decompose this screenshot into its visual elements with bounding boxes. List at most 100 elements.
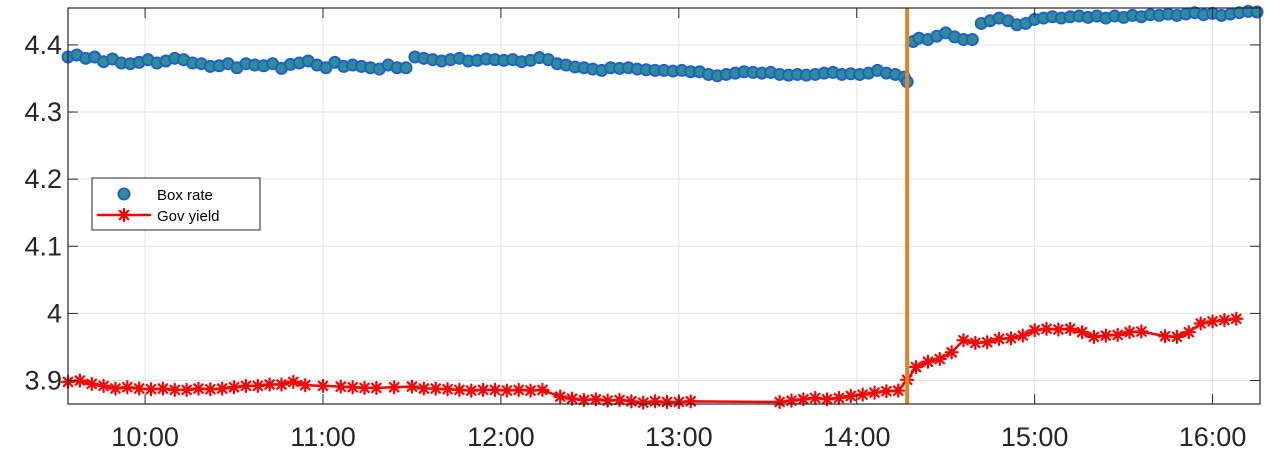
gov-yield-point xyxy=(564,391,580,406)
gov-yield-point xyxy=(1134,324,1149,339)
gov-yield-point xyxy=(1181,325,1196,340)
series-box-rate xyxy=(61,4,1264,89)
y-tick-label: 4.3 xyxy=(24,97,62,127)
x-tick-label: 10:00 xyxy=(111,422,179,452)
y-tick-label: 4 xyxy=(47,298,62,328)
gov-yield-point xyxy=(831,390,847,406)
gov-yield-point xyxy=(980,335,995,350)
gov-yield-point xyxy=(315,378,331,393)
legend-marker-box-rate xyxy=(117,187,131,201)
gov-yield-point xyxy=(819,392,835,407)
gov-yield-point xyxy=(648,394,663,409)
gov-yield-point xyxy=(1074,325,1090,340)
gov-yield-point xyxy=(345,380,360,395)
gov-yield-point xyxy=(855,387,870,402)
gov-yield-point xyxy=(167,382,182,398)
box-rate-point xyxy=(399,61,413,75)
gov-yield-point xyxy=(867,385,882,400)
gov-yield-point xyxy=(333,379,348,394)
gov-yield-point xyxy=(636,395,651,410)
gov-yield-point xyxy=(250,378,265,393)
gov-yield-point xyxy=(1063,321,1078,336)
gov-yield-point xyxy=(96,378,111,393)
gov-yield-point xyxy=(286,374,301,389)
x-tick-label: 15:00 xyxy=(1001,422,1069,452)
gov-yield-point xyxy=(968,335,983,351)
gov-yield-point xyxy=(428,381,443,396)
gov-yield-point xyxy=(1193,316,1208,331)
gov-yield-point xyxy=(143,382,159,397)
legend-box xyxy=(91,177,261,231)
gov-yield-point xyxy=(387,380,402,395)
legend: Box rate Gov yield xyxy=(91,177,261,231)
gov-yield-point xyxy=(487,382,503,398)
gov-yield-point xyxy=(179,382,194,398)
gov-yield-point xyxy=(624,394,639,409)
gov-yield-point xyxy=(1027,323,1042,338)
y-tick-label: 4.2 xyxy=(24,164,62,194)
gov-yield-point xyxy=(1051,322,1066,337)
legend-asterisk xyxy=(116,207,132,223)
gov-yield-point xyxy=(1158,329,1173,344)
gov-yield-point xyxy=(1110,327,1125,342)
gov-yield-point xyxy=(1003,331,1019,346)
legend-label-box-rate: Box rate xyxy=(157,187,213,204)
gov-yield-point xyxy=(991,331,1007,346)
gov-yield-point xyxy=(956,333,971,348)
gov-yield-point xyxy=(298,378,313,393)
gov-yield-point xyxy=(891,383,906,398)
gov-yield-point xyxy=(772,394,787,410)
gov-yield-point xyxy=(369,380,384,395)
gov-yield-point xyxy=(452,382,467,398)
gov-yield-point xyxy=(1086,329,1102,344)
x-tick-label: 12:00 xyxy=(467,422,535,452)
gov-yield-point xyxy=(274,377,289,392)
legend-marker-gov-yield xyxy=(116,207,132,223)
gov-yield-point xyxy=(808,390,823,406)
gov-yield-point xyxy=(1205,314,1220,329)
series-gov-yield xyxy=(60,311,1244,410)
gov-yield-point xyxy=(1229,311,1244,326)
gov-yield-point xyxy=(1098,328,1113,343)
gov-yield-point xyxy=(588,392,603,407)
gov-yield-point xyxy=(155,381,170,396)
gov-yield-point xyxy=(416,381,431,396)
gov-yield-point xyxy=(1015,328,1030,343)
y-tick-label: 4.1 xyxy=(24,231,62,261)
gov-yield-point xyxy=(1122,325,1137,340)
gov-yield-point xyxy=(226,380,242,395)
y-tick-label: 3.9 xyxy=(24,366,62,396)
gov-yield-point xyxy=(553,389,568,404)
gov-yield-point xyxy=(796,392,811,407)
gov-yield-point xyxy=(84,376,99,391)
gov-yield-point xyxy=(932,351,947,367)
gov-yield-point xyxy=(683,394,698,409)
gov-yield-point xyxy=(908,359,924,375)
gov-yield-point xyxy=(1039,321,1054,336)
gov-yield-point xyxy=(404,379,420,394)
gov-yield-point xyxy=(476,382,491,398)
gov-yield-point xyxy=(238,378,254,393)
gov-yield-point xyxy=(191,381,206,396)
gov-yield-point xyxy=(120,380,135,395)
gov-yield-point xyxy=(440,382,455,397)
gov-yield-point xyxy=(944,345,959,360)
gov-yield-point xyxy=(215,381,230,396)
gov-yield-point xyxy=(108,381,123,396)
gov-yield-point xyxy=(464,383,479,398)
axis-ticks: 10:00 11:00 12:00 13:00 14:00 15:00 16:00 3.9 4 4… xyxy=(24,8,1260,452)
gov-yield-point xyxy=(511,382,526,398)
plot-frame xyxy=(67,7,1261,405)
gov-yield-point xyxy=(499,383,514,398)
gov-yield-point xyxy=(535,382,550,398)
gov-yield-point xyxy=(659,394,675,410)
gov-yield-point xyxy=(843,388,858,404)
gov-yield-point xyxy=(523,383,538,398)
box-rate-point xyxy=(965,33,979,47)
x-tick-label: 14:00 xyxy=(823,422,891,452)
gov-yield-point xyxy=(1217,313,1232,328)
gov-yield-point xyxy=(600,393,615,408)
x-tick-label: 13:00 xyxy=(645,422,713,452)
x-tick-label: 11:00 xyxy=(290,422,356,452)
